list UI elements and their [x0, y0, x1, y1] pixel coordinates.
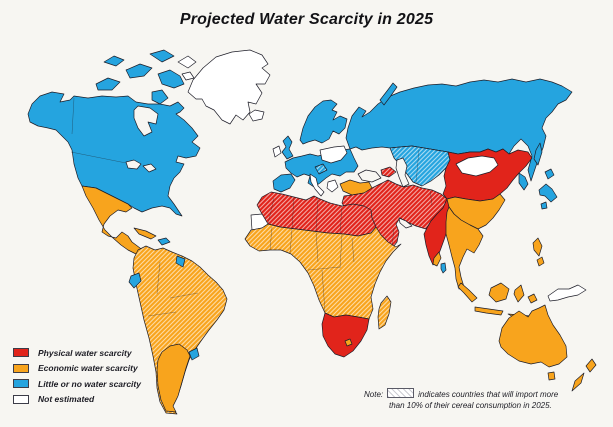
region-arctic-islands: [95, 49, 185, 105]
note: Note: indicates countries that will impor…: [364, 388, 604, 411]
legend-item-little: Little or no water scarcity: [13, 376, 141, 392]
legend-label-physical: Physical water scarcity: [38, 347, 132, 358]
region-new-zealand: [571, 358, 597, 392]
region-hudson-bay: [133, 105, 159, 137]
region-greece: [326, 179, 339, 193]
region-sri-lanka: [440, 262, 447, 274]
region-japan: [538, 168, 558, 210]
region-caucasus: [380, 166, 397, 178]
legend-item-economic: Economic water scarcity: [13, 361, 141, 377]
legend-label-not-estimated: Not estimated: [38, 394, 95, 405]
region-philippines: [532, 237, 545, 267]
note-line1: indicates countries that will import mor…: [418, 390, 559, 399]
note-hatch-swatch: [387, 388, 415, 398]
region-mongolia: [455, 155, 499, 177]
legend-swatch-little: [13, 379, 29, 389]
region-central-europe-white: [319, 145, 348, 164]
region-tasmania: [547, 371, 556, 381]
region-north-america: [27, 91, 201, 217]
region-ireland: [272, 145, 282, 158]
region-balkan-hatched: [314, 163, 328, 175]
region-sub-saharan-africa: [244, 223, 402, 320]
region-cuba: [133, 227, 157, 240]
legend: Physical water scarcity Economic water s…: [13, 345, 141, 407]
region-madagascar: [377, 295, 392, 330]
region-indonesia: [457, 282, 538, 320]
map-title: Projected Water Scarcity in 2025: [179, 11, 434, 28]
note-line2: than 10% of their cereal consumption in …: [389, 401, 552, 410]
country-borders: [70, 97, 433, 317]
region-south-africa: [321, 312, 370, 358]
region-black-sea: [357, 169, 382, 183]
region-caspian-sea: [395, 157, 410, 188]
region-iberia: [272, 173, 296, 193]
legend-label-little: Little or no water scarcity: [38, 378, 141, 389]
legend-label-economic: Economic water scarcity: [38, 363, 138, 374]
region-southeast-asia: [445, 206, 484, 290]
region-mexico-central-america: [81, 185, 159, 265]
legend-item-physical: Physical water scarcity: [13, 345, 141, 361]
region-australia: [498, 304, 568, 368]
region-great-lakes: [125, 159, 157, 173]
legend-swatch-not-estimated: [13, 394, 29, 404]
region-greenland: [187, 49, 271, 125]
region-novaya-zemlya: [379, 82, 398, 106]
legend-item-not-estimated: Not estimated: [13, 392, 141, 408]
region-argentina: [156, 343, 191, 413]
region-papua-new-guinea: [547, 284, 587, 302]
note-label: Note:: [364, 390, 384, 399]
region-british-isles: [281, 135, 294, 160]
region-uruguay: [188, 347, 200, 361]
region-guyana: [175, 255, 186, 268]
region-hispaniola: [157, 237, 171, 246]
region-ecuador: [128, 272, 142, 289]
legend-swatch-economic: [13, 363, 29, 373]
region-arctic-islands-white: [177, 55, 197, 81]
region-italy: [309, 173, 325, 197]
legend-swatch-physical: [13, 348, 29, 358]
region-sakhalin: [533, 142, 543, 166]
region-scandinavia: [299, 99, 348, 145]
region-persian-gulf: [398, 217, 413, 229]
region-korea: [518, 172, 529, 191]
region-lesotho: [344, 338, 353, 347]
region-india-south-tip: [432, 251, 442, 267]
region-iceland: [248, 109, 265, 122]
